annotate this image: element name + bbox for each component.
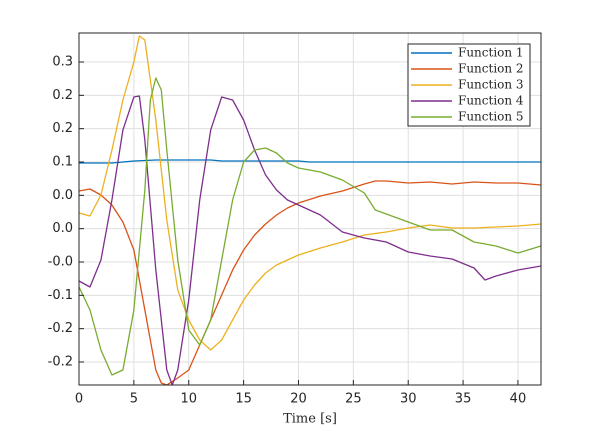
grid [78, 33, 541, 385]
legend: Function 1 Function 2 Function 3 Function 4… [407, 43, 531, 127]
legend-label: Function 4 [458, 94, 524, 108]
x-tick-label: 15 [235, 392, 252, 407]
x-tick-label: 10 [180, 392, 197, 407]
lines [78, 35, 542, 386]
x-tick-label: 5 [130, 392, 138, 407]
y-tick-label: 0.0 [52, 221, 73, 236]
y-tick-label: 0.2 [52, 121, 73, 136]
legend-label: Function 2 [458, 62, 524, 76]
y-tick-label: 0.3 [52, 55, 73, 70]
axes-box [78, 32, 542, 386]
y-tick-label: 0.2 [52, 88, 73, 103]
series-line [78, 77, 542, 376]
legend-label: Function 1 [458, 46, 524, 60]
x-tick-label: 0 [75, 392, 83, 407]
y-tick-label: 0.1 [52, 155, 73, 170]
x-tick-label: 25 [345, 392, 362, 407]
series-line [78, 35, 542, 351]
x-tick-label: 40 [510, 392, 527, 407]
ticks: 0 5 10 15 20 25 30 35 40 0.3 0.2 0.2 0.1 0.0 0.0 -0.0 -0… [48, 55, 527, 407]
series-line [78, 180, 542, 386]
y-tick-label: -0.2 [48, 321, 73, 336]
y-tick-label: -0.0 [48, 255, 73, 270]
y-tick-label: -0.1 [48, 288, 73, 303]
x-tick-label: 35 [455, 392, 472, 407]
series-line [78, 95, 542, 386]
y-tick-label: -0.2 [48, 355, 73, 370]
x-tick-label: 20 [290, 392, 307, 407]
legend-label: Function 5 [458, 110, 524, 124]
y-tick-label: 0.0 [52, 188, 73, 203]
legend-label: Function 3 [458, 78, 524, 92]
x-axis-label: Time [s] [283, 412, 337, 427]
x-tick-label: 30 [400, 392, 417, 407]
